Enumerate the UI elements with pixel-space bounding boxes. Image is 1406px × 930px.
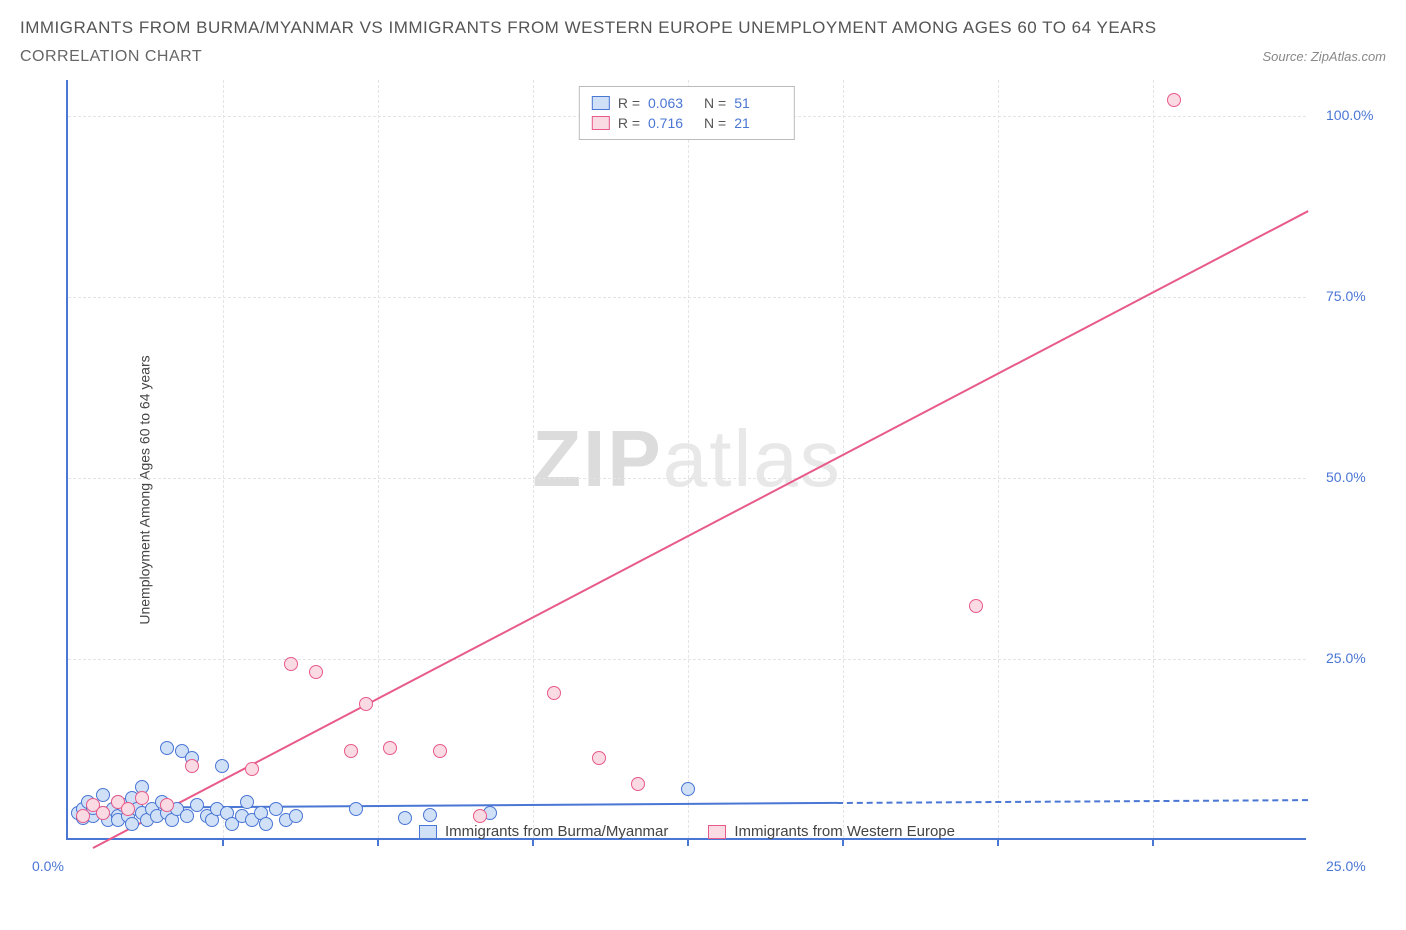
watermark: ZIPatlas bbox=[532, 413, 841, 505]
y-tick-label: 75.0% bbox=[1326, 288, 1386, 304]
y-tick-label: 25.0% bbox=[1326, 650, 1386, 666]
scatter-point bbox=[121, 802, 135, 816]
scatter-point bbox=[180, 809, 194, 823]
legend-r-label: R = bbox=[618, 95, 640, 111]
scatter-point bbox=[433, 744, 447, 758]
legend-series: Immigrants from Burma/Myanmar Immigrants … bbox=[419, 823, 955, 840]
scatter-point bbox=[96, 788, 110, 802]
gridline-v bbox=[998, 80, 999, 838]
scatter-point bbox=[76, 809, 90, 823]
scatter-point bbox=[259, 817, 273, 831]
legend-r-value: 0.063 bbox=[648, 95, 696, 111]
legend-n-value: 51 bbox=[734, 95, 782, 111]
scatter-point bbox=[681, 782, 695, 796]
scatter-point bbox=[245, 762, 259, 776]
scatter-point bbox=[215, 759, 229, 773]
legend-stats: R = 0.063 N = 51 R = 0.716 N = 21 bbox=[579, 86, 795, 140]
gridline-h bbox=[68, 478, 1306, 479]
gridline-v bbox=[223, 80, 224, 838]
legend-stats-row: R = 0.716 N = 21 bbox=[592, 113, 782, 133]
legend-n-label: N = bbox=[704, 115, 726, 131]
scatter-point bbox=[135, 791, 149, 805]
scatter-point bbox=[547, 686, 561, 700]
x-tick-label: 0.0% bbox=[32, 858, 64, 874]
legend-r-value: 0.716 bbox=[648, 115, 696, 131]
scatter-point bbox=[160, 741, 174, 755]
legend-stats-row: R = 0.063 N = 51 bbox=[592, 93, 782, 113]
x-tick-mark bbox=[1152, 838, 1154, 846]
gridline-v bbox=[533, 80, 534, 838]
chart-subtitle: CORRELATION CHART bbox=[20, 48, 202, 66]
scatter-point bbox=[309, 665, 323, 679]
gridline-v bbox=[688, 80, 689, 838]
legend-series-label: Immigrants from Western Europe bbox=[734, 823, 955, 840]
gridline-v bbox=[378, 80, 379, 838]
scatter-point bbox=[969, 599, 983, 613]
x-tick-mark bbox=[377, 838, 379, 846]
scatter-point bbox=[160, 798, 174, 812]
scatter-point bbox=[185, 759, 199, 773]
chart-container: Unemployment Among Ages 60 to 64 years Z… bbox=[20, 80, 1386, 900]
scatter-point bbox=[631, 777, 645, 791]
scatter-point bbox=[289, 809, 303, 823]
legend-n-label: N = bbox=[704, 95, 726, 111]
gridline-v bbox=[843, 80, 844, 838]
chart-title: IMMIGRANTS FROM BURMA/MYANMAR VS IMMIGRA… bbox=[20, 18, 1386, 38]
scatter-point bbox=[423, 808, 437, 822]
x-tick-label: 25.0% bbox=[1326, 858, 1366, 874]
scatter-point bbox=[344, 744, 358, 758]
scatter-point bbox=[240, 795, 254, 809]
source-label: Source: ZipAtlas.com bbox=[1262, 49, 1386, 64]
scatter-point bbox=[383, 741, 397, 755]
plot-area: ZIPatlas 25.0%50.0%75.0%100.0%0.0%25.0%R… bbox=[66, 80, 1306, 840]
legend-swatch bbox=[708, 825, 726, 839]
scatter-point bbox=[473, 809, 487, 823]
scatter-point bbox=[125, 817, 139, 831]
legend-n-value: 21 bbox=[734, 115, 782, 131]
scatter-point bbox=[359, 697, 373, 711]
scatter-point bbox=[592, 751, 606, 765]
trend-line bbox=[92, 210, 1308, 849]
gridline-v bbox=[1153, 80, 1154, 838]
scatter-point bbox=[96, 806, 110, 820]
trend-line bbox=[837, 799, 1308, 804]
legend-series-item: Immigrants from Western Europe bbox=[708, 823, 955, 840]
x-tick-mark bbox=[997, 838, 999, 846]
scatter-point bbox=[1167, 93, 1181, 107]
legend-r-label: R = bbox=[618, 115, 640, 131]
legend-swatch bbox=[419, 825, 437, 839]
legend-swatch bbox=[592, 116, 610, 130]
scatter-point bbox=[398, 811, 412, 825]
legend-swatch bbox=[592, 96, 610, 110]
subtitle-row: CORRELATION CHART Source: ZipAtlas.com bbox=[20, 48, 1386, 66]
y-tick-label: 50.0% bbox=[1326, 469, 1386, 485]
gridline-h bbox=[68, 297, 1306, 298]
legend-series-item: Immigrants from Burma/Myanmar bbox=[419, 823, 668, 840]
gridline-h bbox=[68, 659, 1306, 660]
y-tick-label: 100.0% bbox=[1326, 107, 1386, 123]
scatter-point bbox=[349, 802, 363, 816]
legend-series-label: Immigrants from Burma/Myanmar bbox=[445, 823, 668, 840]
scatter-point bbox=[284, 657, 298, 671]
x-tick-mark bbox=[222, 838, 224, 846]
